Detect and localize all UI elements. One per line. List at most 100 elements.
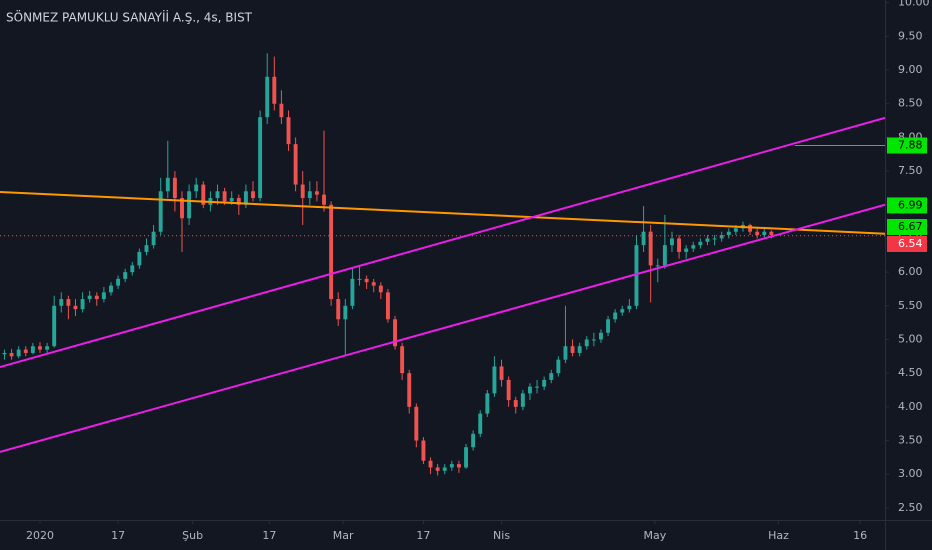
candle-body: [329, 204, 334, 300]
candle-body: [385, 292, 390, 320]
candle-body: [712, 238, 717, 240]
candle-body: [684, 248, 689, 252]
x-tick-label: May: [644, 529, 667, 542]
candle-body: [194, 184, 199, 192]
price-label-box: [887, 137, 927, 154]
candle-body: [726, 231, 731, 236]
price-label-box: [887, 197, 927, 214]
candle-body: [286, 117, 291, 145]
candle-body: [52, 305, 57, 347]
trend-line: [0, 116, 886, 369]
candle-body: [172, 177, 177, 199]
candle-body: [215, 191, 220, 199]
y-tick-label: 10.00: [898, 0, 930, 9]
candle-body: [506, 379, 511, 401]
price-label: 6.67: [898, 220, 923, 233]
price-label: 6.99: [898, 198, 923, 211]
candle-body: [442, 467, 447, 471]
y-tick-label: 4.50: [898, 366, 923, 379]
candle-body: [293, 144, 298, 185]
candle-body: [456, 464, 461, 468]
candle-body: [187, 191, 192, 219]
candle-body: [641, 231, 646, 246]
candle-body: [66, 299, 71, 306]
candle-body: [584, 339, 589, 347]
candle-body: [627, 305, 632, 310]
candle-body: [151, 231, 156, 246]
candle-body: [655, 265, 660, 267]
candle-body: [116, 278, 121, 286]
candle-body: [243, 191, 248, 205]
candle-body: [265, 76, 270, 118]
candle-body: [73, 305, 78, 310]
x-tick-label: 2020: [26, 529, 54, 542]
y-tick-label: 3.50: [898, 434, 923, 447]
candle-body: [272, 76, 277, 104]
candle-body: [733, 228, 738, 232]
y-tick-label: 9.00: [898, 63, 923, 76]
candle-body: [634, 245, 639, 306]
candle-body: [542, 379, 547, 387]
candle-body: [414, 406, 419, 441]
candle-body: [109, 285, 113, 293]
candle-body: [336, 299, 341, 320]
candle-body: [755, 231, 760, 236]
candle-body: [492, 366, 497, 394]
candle-body: [123, 272, 128, 279]
candle-body: [371, 282, 376, 286]
candle-body: [258, 117, 263, 199]
y-tick-label: 3.00: [898, 467, 923, 480]
candle-body: [563, 346, 568, 360]
candle-body: [485, 393, 490, 414]
candle-body: [499, 366, 504, 380]
y-tick-label: 5.50: [898, 299, 923, 312]
candle-body: [471, 433, 476, 448]
price-label-box: [887, 218, 927, 235]
price-label: 7.88: [898, 138, 923, 151]
candle-body: [705, 238, 710, 242]
candle-body: [87, 295, 92, 300]
chart-title: SÖNMEZ PAMUKLU SANAYİİ A.Ş., 4s, BIST: [6, 9, 253, 25]
candle-body: [251, 191, 255, 199]
candle-body: [357, 278, 362, 280]
candle-body: [322, 194, 326, 205]
y-tick-label: 5.00: [898, 332, 923, 345]
candle-body: [478, 413, 483, 434]
candle-body: [698, 241, 703, 246]
candle-body: [343, 305, 348, 320]
y-tick-label: 4.00: [898, 400, 923, 413]
candle-body: [378, 285, 383, 293]
candle-body: [59, 299, 64, 306]
candle-body: [137, 251, 142, 266]
candle-body: [435, 467, 440, 471]
candle-body: [577, 346, 582, 353]
x-tick-label: 17: [111, 529, 125, 542]
candle-body: [364, 278, 369, 283]
candle-body: [201, 184, 206, 205]
y-tick-label: 2.50: [898, 501, 923, 514]
candle-body: [428, 460, 433, 468]
candle-body: [16, 349, 21, 357]
x-tick-label: Şub: [182, 529, 203, 542]
candle-body: [80, 299, 85, 310]
candle-body: [30, 346, 35, 353]
candle-body: [180, 198, 184, 219]
x-tick-label: 17: [262, 529, 276, 542]
x-tick-label: 16: [853, 529, 867, 542]
candle-body: [769, 231, 774, 236]
candle-body: [449, 464, 454, 468]
candle-body: [165, 177, 170, 192]
y-tick-label: 9.50: [898, 29, 923, 42]
candle-body: [691, 245, 696, 249]
candle-body: [613, 312, 618, 320]
x-tick-label: Nis: [493, 529, 510, 542]
candle-body: [144, 245, 149, 252]
candle-body: [350, 278, 355, 306]
candle-body: [535, 386, 540, 388]
x-tick-label: 17: [416, 529, 430, 542]
candle-body: [101, 292, 106, 300]
candle-body: [45, 346, 50, 350]
candle-body: [670, 238, 674, 246]
